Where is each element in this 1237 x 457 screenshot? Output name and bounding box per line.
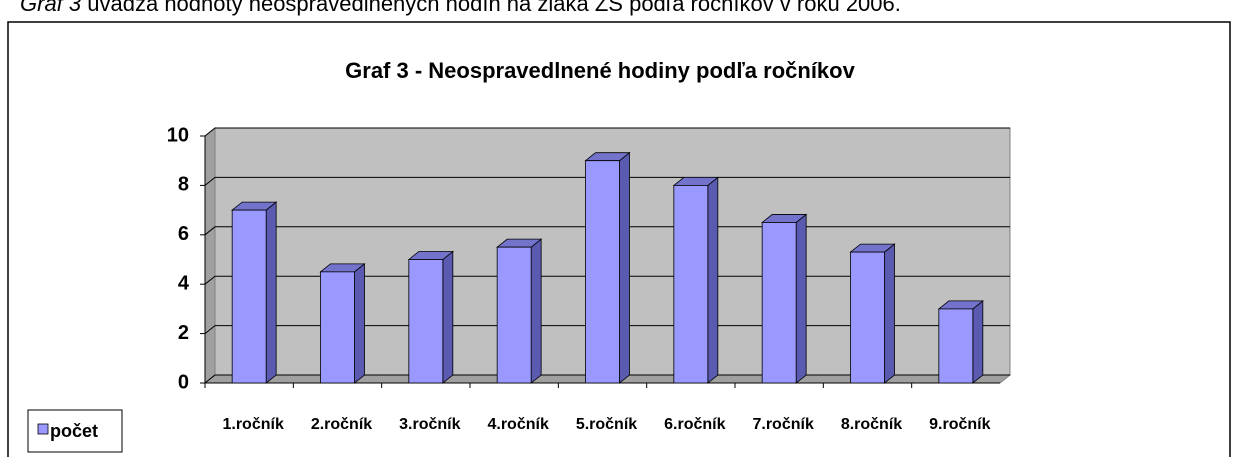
y-tick-label: 0 <box>178 371 189 393</box>
grid-line <box>204 127 1010 137</box>
legend-swatch <box>37 423 49 435</box>
x-tick-label: 7.ročník <box>752 416 813 433</box>
bar <box>231 209 267 384</box>
bar-side <box>884 243 895 384</box>
y-tick-label: 4 <box>178 272 190 294</box>
bar <box>496 246 532 384</box>
bar <box>850 251 885 384</box>
bar-side <box>972 300 984 384</box>
caption-text: uvádza hodnoty neospravedlnených hodín n… <box>87 0 901 16</box>
x-tick-label: 3.ročník <box>399 416 460 433</box>
bar <box>320 271 355 384</box>
y-tick-label: 10 <box>167 124 189 146</box>
chart-frame <box>7 21 1231 457</box>
x-tick-label: 8.ročník <box>841 416 902 433</box>
grid-line <box>204 374 1010 384</box>
y-tick-label: 8 <box>178 174 189 196</box>
caption-prefix: Graf 3 <box>20 0 82 16</box>
bar-side <box>354 263 365 384</box>
bar <box>673 184 709 384</box>
x-tick-label: 4.ročník <box>487 416 548 433</box>
x-tick-label: 6.ročník <box>664 416 725 433</box>
x-tick-label: 2.ročník <box>311 416 372 433</box>
bar-side <box>442 250 454 384</box>
bar-side <box>265 201 277 384</box>
legend-label: počet <box>50 421 98 441</box>
caption: Graf 3 uvádza hodnoty neospravedlnených … <box>20 0 901 17</box>
grid-line <box>204 325 1010 334</box>
bar <box>761 222 797 384</box>
grid-line <box>204 275 1010 285</box>
bar-side <box>619 151 630 384</box>
grid-line <box>204 176 1010 186</box>
x-tick-label: 9.ročník <box>929 416 990 433</box>
y-tick-label: 2 <box>178 322 189 344</box>
bar <box>938 308 974 384</box>
y-tick-label: 6 <box>178 223 189 245</box>
chart-title: Graf 3 - Neospravedlnené hodiny podľa ro… <box>345 58 855 83</box>
side-wall <box>204 126 216 385</box>
x-tick-label: 5.ročník <box>576 416 637 433</box>
bar-side <box>795 213 807 384</box>
bar <box>585 160 620 384</box>
bar-side <box>707 176 719 384</box>
bar <box>408 259 444 384</box>
bar-side <box>530 238 542 384</box>
grid-line <box>204 226 1010 236</box>
x-tick-label: 1.ročník <box>222 416 283 433</box>
